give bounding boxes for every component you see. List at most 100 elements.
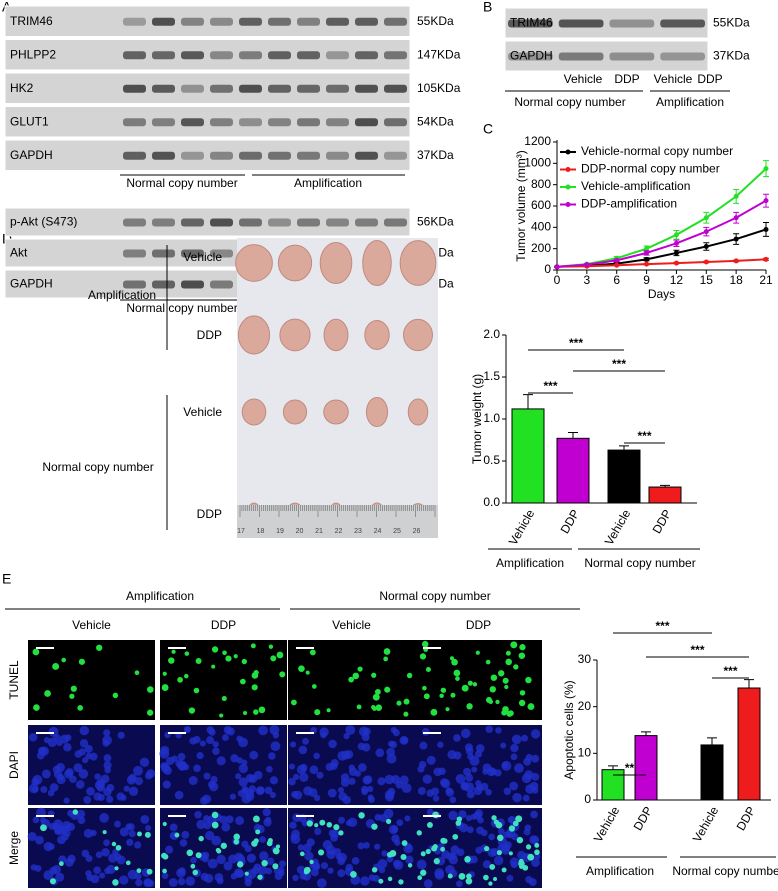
- nucleus: [473, 811, 482, 820]
- tunel-cell: [371, 823, 378, 830]
- point: [644, 256, 650, 262]
- nucleus: [127, 823, 135, 831]
- tunel-cell: [371, 867, 378, 873]
- tunel-cell: [49, 878, 56, 885]
- nucleus: [140, 814, 150, 824]
- nucleus: [503, 787, 512, 795]
- tunel-cell: [221, 695, 227, 702]
- nucleus: [448, 810, 458, 821]
- nucleus: [79, 739, 89, 748]
- blot-band: [210, 51, 233, 60]
- nucleus: [510, 743, 519, 753]
- blot-band: [508, 52, 553, 61]
- tumor: [403, 318, 433, 352]
- nucleus: [434, 868, 445, 878]
- tunel-cell: [493, 819, 499, 825]
- stain-label: Merge: [7, 831, 21, 865]
- tunel-cell: [527, 853, 535, 861]
- stain-label: TUNEL: [7, 660, 21, 700]
- nucleus: [447, 749, 457, 760]
- nucleus: [119, 875, 129, 885]
- tunel-cell: [466, 873, 472, 880]
- nucleus: [199, 740, 206, 747]
- blot-strip: [4, 139, 411, 171]
- error-bar: [619, 445, 629, 451]
- tunel-cell: [255, 829, 261, 835]
- bar: [601, 769, 625, 801]
- nucleus: [244, 845, 252, 853]
- nucleus: [28, 733, 38, 742]
- point: [733, 258, 739, 264]
- blot-band: [355, 218, 378, 227]
- nucleus: [466, 790, 475, 799]
- tumor: [365, 396, 389, 428]
- nucleus: [59, 734, 69, 744]
- nucleus: [200, 872, 209, 881]
- tunel-cell: [465, 877, 473, 885]
- nucleus: [417, 786, 426, 795]
- tunel-cell: [137, 831, 142, 837]
- significance-label: ***: [723, 664, 737, 678]
- nucleus: [421, 727, 430, 736]
- nucleus: [202, 794, 212, 804]
- group-label: Amplification: [496, 556, 564, 570]
- nucleus: [511, 734, 522, 745]
- nucleus: [299, 772, 309, 782]
- group-label: Amplification: [586, 864, 654, 878]
- nucleus: [84, 744, 93, 753]
- tunel-cell: [518, 699, 526, 707]
- point: [733, 215, 739, 221]
- nucleus: [381, 850, 388, 857]
- y-tick-label: 2.0: [483, 327, 500, 341]
- tunel-cell: [112, 879, 119, 886]
- group-label: Amplification: [656, 95, 724, 109]
- nucleus: [512, 792, 522, 803]
- tunel-cell: [417, 875, 423, 881]
- nucleus: [97, 793, 105, 802]
- x-tick-label: 0: [554, 273, 561, 287]
- nucleus: [446, 852, 455, 861]
- nucleus: [43, 870, 54, 881]
- nucleus: [207, 858, 218, 869]
- nucleus: [450, 845, 460, 855]
- bar: [648, 486, 682, 504]
- nucleus: [459, 823, 469, 833]
- tunel-cell: [211, 821, 219, 829]
- x-tick-label: 15: [700, 273, 714, 287]
- tunel-cell: [144, 831, 151, 838]
- significance-label: ***: [569, 336, 583, 350]
- tunel-cell: [112, 692, 119, 699]
- nucleus: [331, 829, 340, 838]
- tunel-cell: [466, 703, 473, 710]
- blot-band: [181, 84, 204, 93]
- nucleus: [313, 862, 320, 869]
- nucleus: [78, 748, 86, 756]
- tunel-cell: [186, 849, 194, 857]
- nucleus: [36, 751, 45, 760]
- nucleus: [357, 842, 365, 850]
- nucleus: [253, 824, 262, 833]
- ruler-label: 26: [413, 528, 421, 535]
- nucleus: [524, 770, 534, 780]
- nucleus: [342, 795, 351, 805]
- nucleus: [159, 748, 170, 759]
- nucleus: [299, 872, 307, 880]
- blot-band: [326, 218, 349, 227]
- point: [644, 246, 650, 252]
- nucleus: [270, 741, 281, 752]
- nucleus: [245, 773, 255, 783]
- group-label: Normal copy number: [672, 864, 778, 878]
- nucleus: [216, 756, 226, 766]
- nucleus: [219, 815, 228, 824]
- blot-band: [239, 51, 262, 60]
- tumor: [237, 315, 271, 355]
- treatment-label: DDP: [197, 507, 222, 521]
- blot-strip: [4, 5, 411, 37]
- x-axis-title: Days: [648, 287, 675, 301]
- tunel-cell: [193, 687, 200, 694]
- tunel-cell: [506, 710, 513, 717]
- y-tick-label: 400: [531, 220, 551, 234]
- blot-band: [326, 17, 349, 26]
- tunel-cell: [70, 685, 77, 692]
- tunel-cell: [253, 815, 260, 823]
